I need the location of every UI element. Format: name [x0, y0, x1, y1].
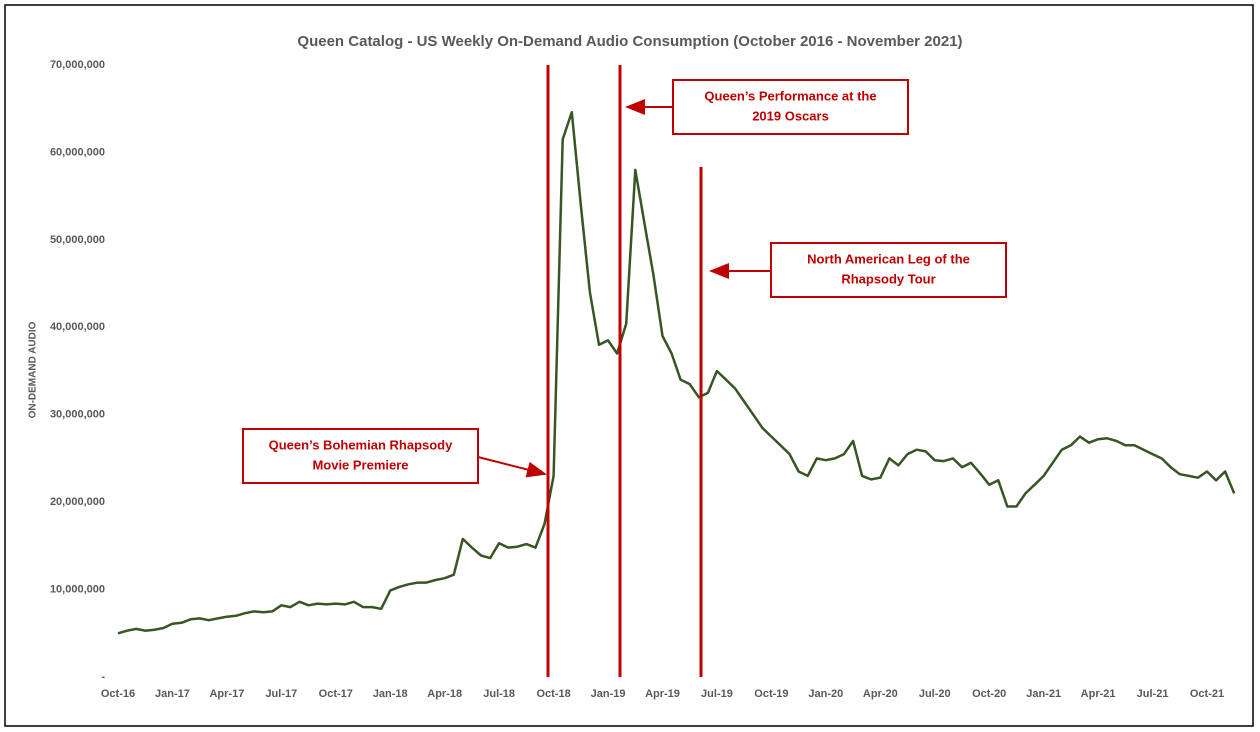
x-tick-label: Jan-19	[591, 688, 626, 700]
frame	[4, 4, 1254, 727]
x-tick-label: Jul-21	[1137, 688, 1169, 700]
x-tick-label: Jul-20	[919, 688, 951, 700]
x-tick-label: Oct-16	[101, 688, 135, 700]
y-tick-label: 60,000,000	[50, 146, 105, 158]
annotation-box	[242, 428, 479, 484]
y-tick-label: 40,000,000	[50, 321, 105, 333]
annotation-text: North American Leg of the	[807, 251, 970, 266]
x-tick-label: Oct-21	[1190, 688, 1224, 700]
x-tick-label: Apr-20	[863, 688, 898, 700]
y-tick-label: 10,000,000	[50, 583, 105, 595]
x-tick-label: Apr-19	[645, 688, 680, 700]
y-tick-label: 20,000,000	[50, 496, 105, 508]
x-tick-label: Oct-18	[536, 688, 570, 700]
x-tick-label: Jan-20	[808, 688, 843, 700]
x-tick-label: Apr-18	[427, 688, 462, 700]
x-tick-label: Jul-17	[265, 688, 297, 700]
y-tick-label: 30,000,000	[50, 409, 105, 421]
x-tick-label: Jan-17	[155, 688, 190, 700]
y-axis-title: ON-DEMAND AUDIO	[28, 321, 39, 418]
x-tick-label: Jan-21	[1026, 688, 1061, 700]
x-tick-label: Oct-20	[972, 688, 1006, 700]
annotation-text: Rhapsody Tour	[841, 271, 935, 286]
annotation-text: Movie Premiere	[312, 457, 408, 472]
x-tick-label: Apr-21	[1081, 688, 1116, 700]
x-tick-label: Jul-18	[483, 688, 515, 700]
x-tick-label: Jan-18	[373, 688, 408, 700]
annotation-box	[770, 242, 1007, 298]
annotation-text: 2019 Oscars	[752, 108, 829, 123]
x-tick-label: Jul-19	[701, 688, 733, 700]
x-tick-label: Oct-19	[754, 688, 788, 700]
annotation-arrow	[477, 456, 547, 478]
y-tick-label: 70,000,000	[50, 59, 105, 71]
annotation-text: Queen’s Performance at the	[704, 88, 876, 103]
x-tick-label: Oct-17	[319, 688, 353, 700]
y-tick-label: -	[101, 671, 105, 683]
data-line	[117, 110, 1236, 635]
y-tick-label: 50,000,000	[50, 234, 105, 246]
chart-title: Queen Catalog - US Weekly On-Demand Audi…	[297, 33, 962, 50]
x-tick-label: Apr-17	[209, 688, 244, 700]
annotation-text: Queen’s Bohemian Rhapsody	[269, 437, 453, 452]
